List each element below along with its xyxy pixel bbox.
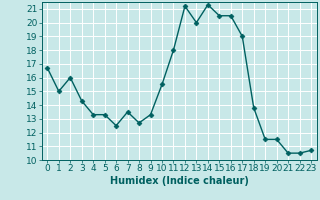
X-axis label: Humidex (Indice chaleur): Humidex (Indice chaleur) — [110, 176, 249, 186]
